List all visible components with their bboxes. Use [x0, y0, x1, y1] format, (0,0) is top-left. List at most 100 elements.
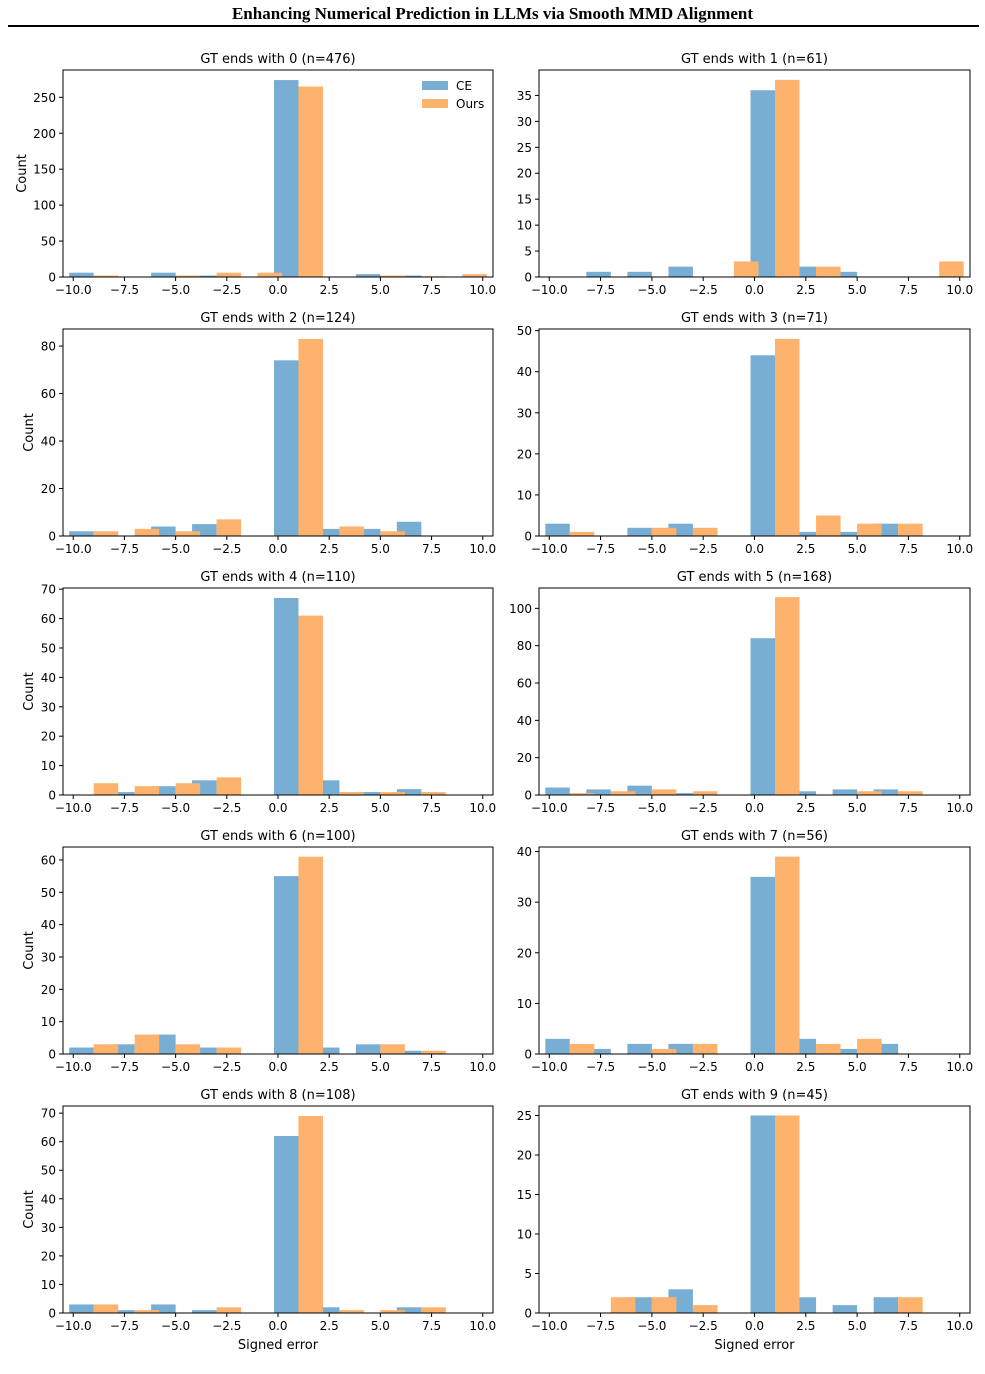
ce-bar [151, 526, 176, 536]
ours-bar [775, 338, 800, 536]
y-tick-label: 30 [41, 950, 56, 964]
x-tick-label: −10.0 [531, 1319, 568, 1333]
ours-bar [380, 531, 405, 536]
x-tick-label: −10.0 [55, 1319, 92, 1333]
y-tick-label: 200 [33, 127, 56, 141]
y-tick-label: 0 [524, 1048, 532, 1062]
y-tick-label: 30 [517, 896, 532, 910]
ce-bar [832, 1305, 858, 1313]
y-tick-label: 30 [41, 700, 56, 714]
histogram-panel-3: −10.0 −7.5 −5.0 −2.5 0.0 2.5 5.0 7.5 10.0 0 10 20 30… [517, 311, 973, 556]
x-tick-label: 2.5 [796, 1060, 815, 1074]
y-tick-label: 25 [517, 141, 532, 155]
ours-bar [134, 1310, 160, 1313]
x-tick-label: −5.0 [637, 1319, 666, 1333]
y-tick-label: 40 [41, 918, 56, 932]
ours-bar [339, 1310, 364, 1313]
ours-bar [216, 777, 242, 795]
x-tick-label: −5.0 [637, 542, 666, 556]
x-tick-label: 7.5 [899, 283, 918, 297]
y-tick-label: 30 [41, 1221, 56, 1235]
y-axis-label: Count [22, 413, 37, 452]
x-tick-label: −10.0 [55, 801, 92, 815]
x-tick-label: 0.0 [268, 1060, 287, 1074]
x-tick-label: −10.0 [531, 1060, 568, 1074]
x-tick-label: −2.5 [212, 1060, 241, 1074]
y-axis-label: Count [15, 154, 30, 193]
x-tick-label: 5.0 [848, 1060, 867, 1074]
ours-bar [898, 523, 923, 536]
ce-bar [832, 531, 858, 536]
ours-bar [939, 261, 964, 277]
x-tick-label: 0.0 [268, 1319, 287, 1333]
y-tick-label: 50 [41, 1164, 56, 1178]
x-tick-label: 5.0 [371, 542, 390, 556]
ce-bar [110, 1310, 135, 1313]
y-tick-label: 40 [41, 1192, 56, 1206]
ours-bar [175, 275, 201, 277]
y-tick-label: 5 [524, 1267, 532, 1281]
y-tick-label: 10 [517, 1227, 532, 1241]
y-tick-label: 60 [41, 1135, 56, 1149]
ours-bar [93, 1044, 119, 1054]
y-tick-label: 0 [524, 530, 532, 544]
panel-title: GT ends with 8 (n=108) [200, 1088, 355, 1103]
legend: CE Ours [422, 79, 484, 111]
y-tick-label: 40 [517, 714, 532, 728]
ce-bar [314, 528, 340, 536]
ce-bar [832, 789, 858, 795]
ours-bar [257, 272, 283, 277]
y-tick-label: 60 [41, 612, 56, 626]
histogram-panel-1: −10.0 −7.5 −5.0 −2.5 0.0 2.5 5.0 7.5 10.0 0 5 10 15 2… [517, 52, 973, 297]
x-tick-label: −5.0 [637, 801, 666, 815]
y-tick-label: 80 [41, 340, 56, 354]
ours-bar [298, 86, 323, 277]
x-tick-label: −10.0 [531, 542, 568, 556]
ours-bar [816, 1043, 841, 1054]
ce-bar [192, 1047, 217, 1054]
ce-bar [873, 1043, 899, 1054]
ce-bar [545, 1038, 570, 1054]
ours-bar [775, 79, 800, 277]
x-axis-label: Signed error [714, 1338, 795, 1353]
ours-bar [134, 786, 160, 795]
ours-bar [692, 1305, 718, 1313]
y-tick-label: 60 [41, 853, 56, 867]
ce-bar [750, 90, 776, 277]
ours-bar [339, 526, 364, 536]
ce-bar [355, 274, 381, 278]
ce-bar [750, 876, 776, 1054]
x-tick-label: 7.5 [422, 542, 441, 556]
x-tick-label: 5.0 [371, 1319, 390, 1333]
y-tick-label: 40 [41, 435, 56, 449]
y-tick-label: 15 [517, 1188, 532, 1202]
ce-bar [750, 355, 776, 536]
x-tick-label: −2.5 [689, 1060, 718, 1074]
y-tick-label: 10 [517, 219, 532, 233]
ours-bar [298, 1115, 323, 1313]
x-tick-label: 0.0 [745, 542, 764, 556]
x-tick-label: 10.0 [946, 801, 973, 815]
x-tick-label: −10.0 [55, 542, 92, 556]
x-tick-label: −7.5 [586, 542, 615, 556]
x-tick-label: 7.5 [899, 1060, 918, 1074]
ours-bar [380, 1310, 405, 1313]
x-tick-label: 7.5 [422, 283, 441, 297]
x-tick-label: 0.0 [745, 283, 764, 297]
page-header: Enhancing Numerical Prediction in LLMs v… [0, 0, 985, 28]
x-tick-label: 2.5 [796, 801, 815, 815]
histogram-panel-0: −10.0 −7.5 −5.0 −2.5 0.0 2.5 5.0 7.5 10.0 0 50 100 1… [15, 52, 496, 297]
panel-title: GT ends with 1 (n=61) [681, 52, 828, 67]
ours-bar [216, 272, 242, 277]
histogram-panel-5: −10.0 −7.5 −5.0 −2.5 0.0 2.5 5.0 7.5 10.0 0 20 40 60… [509, 570, 973, 815]
ours-bar [569, 1043, 595, 1054]
ours-bar [298, 615, 323, 795]
x-tick-label: 10.0 [469, 801, 496, 815]
ours-bar [569, 793, 595, 795]
ours-bar [421, 792, 446, 795]
x-tick-label: 7.5 [422, 1319, 441, 1333]
ours-bar [298, 856, 323, 1054]
y-tick-label: 0 [48, 1048, 56, 1062]
x-tick-label: 0.0 [745, 1060, 764, 1074]
